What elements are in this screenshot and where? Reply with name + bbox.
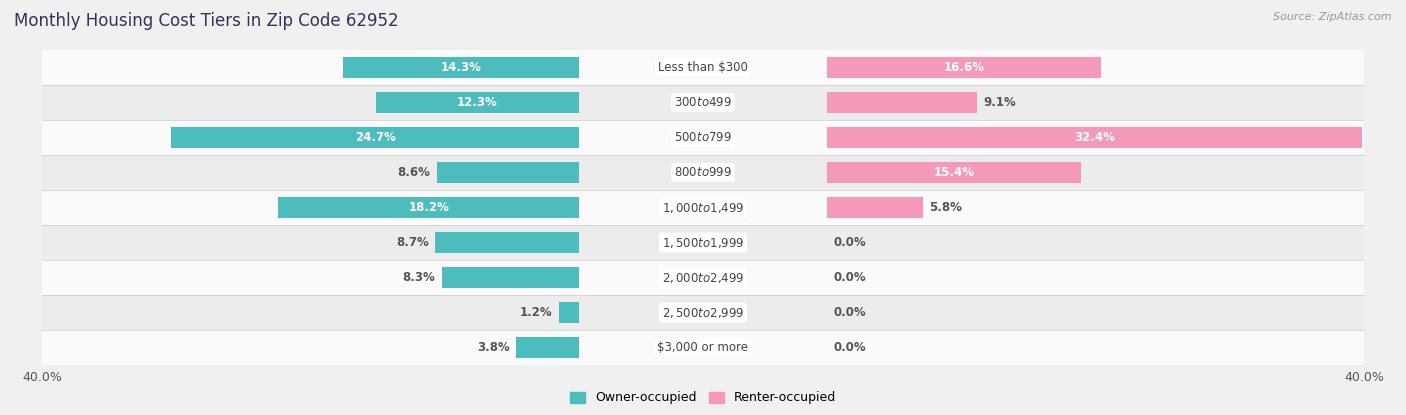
Text: 16.6%: 16.6% [943, 61, 984, 74]
Text: $800 to $999: $800 to $999 [673, 166, 733, 179]
Bar [42, 50, 1364, 85]
Text: 5.8%: 5.8% [929, 201, 962, 214]
Text: 8.7%: 8.7% [396, 236, 429, 249]
Text: $2,500 to $2,999: $2,500 to $2,999 [662, 305, 744, 320]
Bar [42, 225, 1364, 260]
Bar [516, 337, 579, 358]
Text: 0.0%: 0.0% [834, 236, 866, 249]
Bar [278, 197, 579, 218]
Bar [42, 295, 1364, 330]
Bar [827, 197, 922, 218]
Bar [560, 302, 579, 323]
Text: 24.7%: 24.7% [354, 131, 395, 144]
Text: 1.2%: 1.2% [520, 306, 553, 319]
Text: 9.1%: 9.1% [984, 96, 1017, 109]
Bar [42, 260, 1364, 295]
Text: $3,000 or more: $3,000 or more [658, 341, 748, 354]
Bar [827, 162, 1081, 183]
Bar [172, 127, 579, 148]
Bar [42, 155, 1364, 190]
Text: Source: ZipAtlas.com: Source: ZipAtlas.com [1274, 12, 1392, 22]
Bar [375, 92, 579, 113]
Bar [42, 120, 1364, 155]
Text: $2,000 to $2,499: $2,000 to $2,499 [662, 271, 744, 285]
Text: 0.0%: 0.0% [834, 271, 866, 284]
Bar [827, 127, 1362, 148]
Bar [42, 330, 1364, 365]
Text: 14.3%: 14.3% [440, 61, 481, 74]
Text: 12.3%: 12.3% [457, 96, 498, 109]
Bar [437, 162, 579, 183]
Text: 8.3%: 8.3% [402, 271, 436, 284]
Bar [436, 232, 579, 253]
Text: $300 to $499: $300 to $499 [673, 96, 733, 109]
Text: $500 to $799: $500 to $799 [673, 131, 733, 144]
Bar [827, 57, 1101, 78]
Text: 0.0%: 0.0% [834, 306, 866, 319]
Bar [441, 267, 579, 288]
Text: 0.0%: 0.0% [834, 341, 866, 354]
Bar [42, 85, 1364, 120]
Text: 18.2%: 18.2% [408, 201, 449, 214]
Bar [827, 92, 977, 113]
Text: $1,500 to $1,999: $1,500 to $1,999 [662, 236, 744, 249]
Bar [343, 57, 579, 78]
Text: 3.8%: 3.8% [477, 341, 510, 354]
Bar [42, 190, 1364, 225]
Text: 8.6%: 8.6% [398, 166, 430, 179]
Text: 15.4%: 15.4% [934, 166, 974, 179]
Text: $1,000 to $1,499: $1,000 to $1,499 [662, 200, 744, 215]
Text: Less than $300: Less than $300 [658, 61, 748, 74]
Text: Monthly Housing Cost Tiers in Zip Code 62952: Monthly Housing Cost Tiers in Zip Code 6… [14, 12, 399, 30]
Legend: Owner-occupied, Renter-occupied: Owner-occupied, Renter-occupied [565, 386, 841, 410]
Text: 32.4%: 32.4% [1074, 131, 1115, 144]
